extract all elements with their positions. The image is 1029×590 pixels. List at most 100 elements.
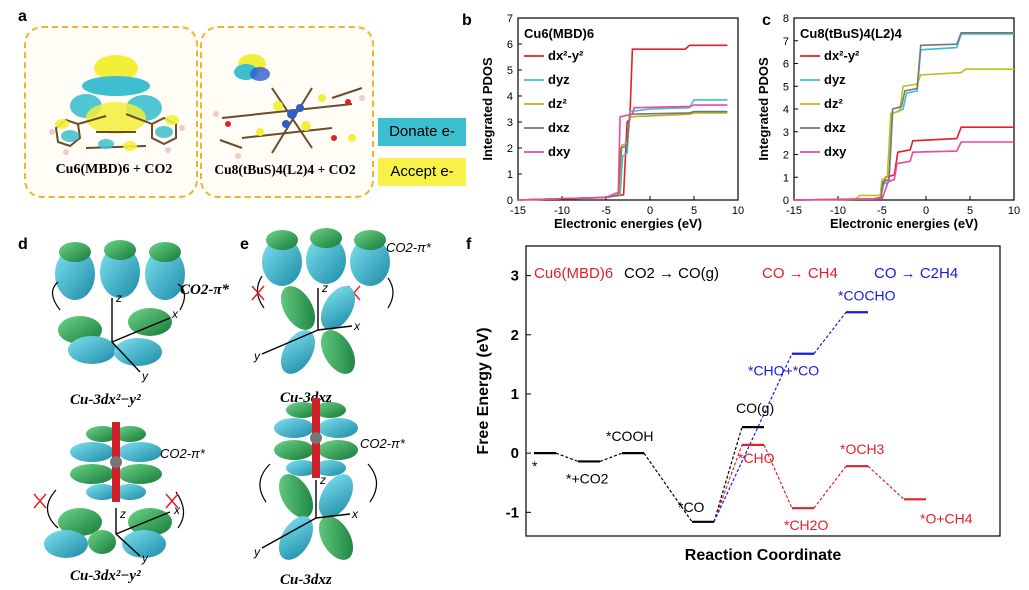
- level-label-6: *CH2O: [784, 517, 828, 533]
- series-line-0: [793, 126, 1014, 201]
- axis-x-label: x: [171, 307, 179, 321]
- connector-7-8: [867, 465, 905, 500]
- connector-3-5: [713, 444, 743, 523]
- legend-entry-3: dxz: [548, 120, 570, 135]
- dx2y2-caption-top: Cu-3dx²−y²: [70, 392, 141, 408]
- legend-donate-electron: Donate e-: [378, 118, 466, 146]
- accept-swatch: Accept e-: [378, 158, 466, 186]
- header-c2h4-route: CO → C2H4: [874, 265, 958, 282]
- legend-entry-2: dz²: [548, 96, 567, 111]
- y-tick-label: 6: [783, 59, 789, 71]
- panel-b-label: b: [462, 12, 472, 29]
- series-line-3: [793, 31, 1014, 201]
- chart-title: Cu8(tBuS)4(L2)4: [800, 26, 903, 41]
- legend-entry-0: dx²-y²: [548, 48, 584, 63]
- co2-pi-star-lobes-e-top: [262, 228, 390, 286]
- level-label-4: CO(g): [736, 400, 774, 416]
- series-line-4: [517, 104, 728, 201]
- x-tick-label: -10: [554, 205, 570, 217]
- y-tick-label: 3: [783, 127, 789, 139]
- connector-9-10: [813, 311, 847, 355]
- y-tick-label: 2: [511, 327, 519, 344]
- x-tick-label: -15: [510, 205, 526, 217]
- level-label-1: *+CO2: [566, 470, 609, 486]
- cu8-complex-caption: Cu8(tBuS)4(L2)4 + CO2: [214, 162, 356, 177]
- axis-z-label-e: z: [321, 281, 328, 295]
- panel-c-label: c: [762, 12, 771, 29]
- y-tick-label: 4: [507, 91, 513, 103]
- co2-pi-label-d-bottom: CO2-π*: [160, 446, 206, 461]
- header-system: Cu6(MBD)6: [534, 265, 613, 282]
- cu-dxz-lobes-top: [280, 286, 356, 374]
- axis-y-label-2: y: [141, 551, 149, 565]
- cu8-tbus-molecule-image: [213, 54, 365, 159]
- panel-f-label: f: [466, 236, 472, 253]
- y-tick-label: 2: [507, 143, 513, 155]
- y-tick-label: 0: [783, 195, 789, 207]
- cu-dx2y2-lobes-bottom: [44, 508, 172, 558]
- free-energy-diagram: -1 0 1 2 3 Free Energy (eV) Reaction Coordinat…: [475, 245, 1001, 564]
- y-axis-label: Integrated PDOS: [480, 57, 495, 161]
- plot-frame: [517, 17, 739, 201]
- x-tick-label: 0: [923, 205, 929, 217]
- donate-label: Donate e-: [389, 123, 455, 140]
- legend-accept-electron: Accept e-: [378, 158, 466, 186]
- x-tick-label: -15: [786, 205, 802, 217]
- level-label-9: *CHO+*CO: [748, 363, 819, 379]
- y-tick-label: 4: [783, 104, 789, 116]
- molecule-box-cu8: [200, 26, 374, 198]
- co2-pi-label-e-bottom: CO2-π*: [360, 436, 406, 451]
- x-tick-label: 10: [732, 205, 744, 217]
- co2-molecule-e-bottom: [274, 398, 358, 478]
- x-tick-label: -10: [830, 205, 846, 217]
- orbital-diagram-dxz: CO2-π* z x y Cu-3dxz CO2-π* z x y Cu-3dx…: [251, 228, 432, 588]
- dx2y2-caption-bottom: Cu-3dx²−y²: [70, 568, 141, 584]
- level-label-3: *CO: [678, 499, 705, 515]
- axis-z-label-e2: z: [319, 473, 326, 487]
- axis-y-label: y: [141, 369, 149, 383]
- axis-y-label-e: y: [253, 349, 261, 363]
- connector-0-1: [555, 452, 579, 462]
- legend-entry-4: dxy: [824, 144, 847, 159]
- forbidden-cross-right: [165, 493, 179, 509]
- level-label-10: *COCHO: [838, 287, 896, 303]
- donate-swatch: Donate e-: [378, 118, 466, 146]
- connector-1-2: [599, 452, 623, 462]
- pdos-chart-cu6: -15 -10 -5 0 5 10 0 1 2 3 4 5 6 7 Electronic energies …: [480, 13, 744, 231]
- x-tick-label: 10: [1008, 205, 1020, 217]
- chart-title: Cu6(MBD)6: [524, 26, 594, 41]
- legend-entry-4: dxy: [548, 144, 571, 159]
- x-tick-label: 0: [647, 205, 653, 217]
- dxz-caption-bottom: Cu-3dxz: [280, 572, 332, 588]
- y-tick-label: 3: [507, 117, 513, 129]
- connector-3-9: [713, 353, 793, 523]
- co2-pi-label-d-top: CO2-π*: [180, 282, 230, 298]
- y-tick-label: 5: [507, 65, 513, 77]
- axis-y-label-e2: y: [253, 545, 261, 559]
- forbidden-cross-left: [33, 493, 47, 509]
- co2-pi-star-lobes-top: [55, 240, 185, 300]
- series-line-4: [793, 141, 1014, 201]
- cu-dx2y2-lobes-top: [58, 308, 172, 366]
- level-label-7: *OCH3: [840, 441, 885, 457]
- cu6-complex-caption: Cu6(MBD)6 + CO2: [55, 162, 173, 177]
- legend-entry-1: dyz: [824, 72, 846, 87]
- legend-entry-2: dz²: [824, 96, 843, 111]
- axis-x-label-e: x: [353, 319, 361, 333]
- level-label-0: *: [532, 458, 538, 474]
- legend-entry-3: dxz: [824, 120, 846, 135]
- y-axis-label: Integrated PDOS: [756, 57, 771, 161]
- x-axis-label: Electronic energies (eV): [554, 216, 702, 231]
- x-axis-label: Electronic energies (eV): [830, 216, 978, 231]
- y-tick-label: -1: [506, 504, 519, 521]
- co2-molecule-d-bottom: [70, 422, 162, 502]
- accept-label: Accept e-: [390, 163, 454, 180]
- connector-2-3: [643, 452, 693, 523]
- forbidden-cross-e-left: [251, 285, 265, 301]
- level-label-2: *COOH: [606, 428, 653, 444]
- x-tick-label: 5: [691, 205, 697, 217]
- y-tick-label: 6: [507, 39, 513, 51]
- cu-dxz-lobes-bottom: [278, 474, 354, 560]
- y-axis-label: Free Energy (eV): [475, 327, 492, 454]
- header-co2-route: CO2 → CO(g): [624, 265, 719, 282]
